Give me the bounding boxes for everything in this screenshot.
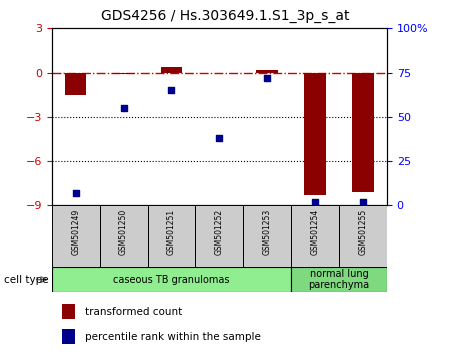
Bar xyxy=(62,304,75,319)
FancyBboxPatch shape xyxy=(52,267,291,292)
FancyBboxPatch shape xyxy=(52,205,99,267)
Point xyxy=(216,135,223,141)
FancyBboxPatch shape xyxy=(291,267,387,292)
FancyBboxPatch shape xyxy=(243,205,291,267)
Point xyxy=(360,199,367,205)
Bar xyxy=(352,73,374,192)
Text: normal lung
parenchyma: normal lung parenchyma xyxy=(309,269,369,291)
Text: GSM501253: GSM501253 xyxy=(263,209,272,255)
Text: GDS4256 / Hs.303649.1.S1_3p_s_at: GDS4256 / Hs.303649.1.S1_3p_s_at xyxy=(101,9,349,23)
Bar xyxy=(65,73,86,95)
Text: GSM501254: GSM501254 xyxy=(310,209,320,255)
Point xyxy=(311,199,319,205)
FancyBboxPatch shape xyxy=(148,205,195,267)
Text: GSM501255: GSM501255 xyxy=(359,209,368,255)
Text: GSM501250: GSM501250 xyxy=(119,209,128,255)
Point xyxy=(168,87,175,93)
Bar xyxy=(256,70,278,73)
Point xyxy=(264,75,271,81)
FancyBboxPatch shape xyxy=(291,205,339,267)
Point xyxy=(72,190,79,196)
Point xyxy=(120,105,127,111)
Bar xyxy=(113,73,135,74)
Text: GSM501252: GSM501252 xyxy=(215,209,224,255)
Bar xyxy=(304,73,326,195)
Bar xyxy=(62,329,75,344)
Text: cell type: cell type xyxy=(4,275,49,285)
Text: GSM501249: GSM501249 xyxy=(71,209,80,255)
Text: caseous TB granulomas: caseous TB granulomas xyxy=(113,275,230,285)
Text: GSM501251: GSM501251 xyxy=(167,209,176,255)
FancyBboxPatch shape xyxy=(99,205,148,267)
FancyBboxPatch shape xyxy=(195,205,243,267)
Text: percentile rank within the sample: percentile rank within the sample xyxy=(86,332,261,342)
Bar xyxy=(161,67,182,73)
Text: transformed count: transformed count xyxy=(86,307,183,317)
FancyBboxPatch shape xyxy=(339,205,387,267)
